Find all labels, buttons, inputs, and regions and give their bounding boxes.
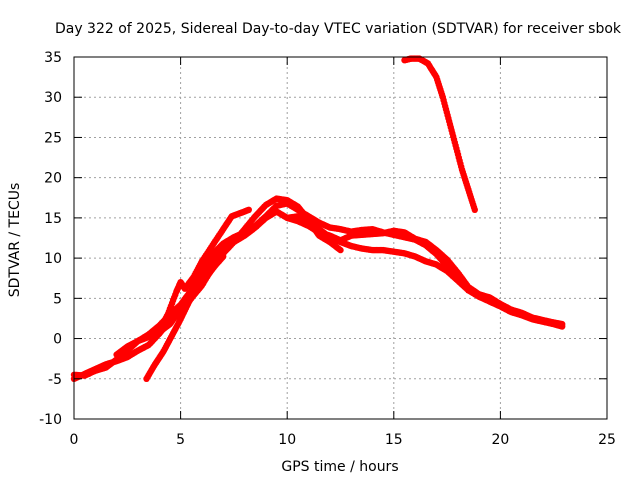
series-track-g xyxy=(401,55,478,213)
y-tick-label: 20 xyxy=(44,171,62,187)
y-tick-label: 25 xyxy=(44,130,62,146)
data-point xyxy=(475,291,483,299)
data-point xyxy=(559,320,566,328)
series-track-f xyxy=(284,213,344,254)
y-tick-label: -5 xyxy=(48,372,62,388)
y-tick-label: 35 xyxy=(44,50,62,66)
series-track-d xyxy=(143,253,227,382)
x-axis-label: GPS time / hours xyxy=(281,459,398,475)
x-tick-label: 20 xyxy=(491,432,509,448)
series-track-b xyxy=(70,208,566,382)
data-point xyxy=(245,206,252,213)
data-points-layer xyxy=(70,55,566,382)
y-tick-label: 0 xyxy=(53,332,62,348)
x-tick-label: 10 xyxy=(278,432,296,448)
axis-ticks xyxy=(73,56,608,420)
y-tick-label: 10 xyxy=(44,251,62,267)
data-point xyxy=(337,246,344,254)
grid-lines xyxy=(74,57,607,419)
x-tick-label: 25 xyxy=(598,432,616,448)
x-tick-label: 5 xyxy=(176,432,185,448)
axis-tick-labels: 0 5 10 15 20 25 -10 -5 0 5 10 15 20 25 30 35 xyxy=(39,50,616,448)
y-tick-label: 30 xyxy=(44,90,62,106)
x-tick-label: 0 xyxy=(70,432,79,448)
y-tick-label: 5 xyxy=(53,291,62,307)
series-track-e xyxy=(156,206,252,334)
chart-title: Day 322 of 2025, Sidereal Day-to-day VTE… xyxy=(55,21,622,37)
x-tick-label: 15 xyxy=(385,432,403,448)
data-point xyxy=(471,206,478,213)
data-point xyxy=(220,253,227,260)
y-tick-label: 15 xyxy=(44,211,62,227)
y-axis-label: SDTVAR / TECUs xyxy=(7,183,23,298)
plot-frame xyxy=(73,56,608,420)
y-tick-label: -10 xyxy=(39,412,62,428)
